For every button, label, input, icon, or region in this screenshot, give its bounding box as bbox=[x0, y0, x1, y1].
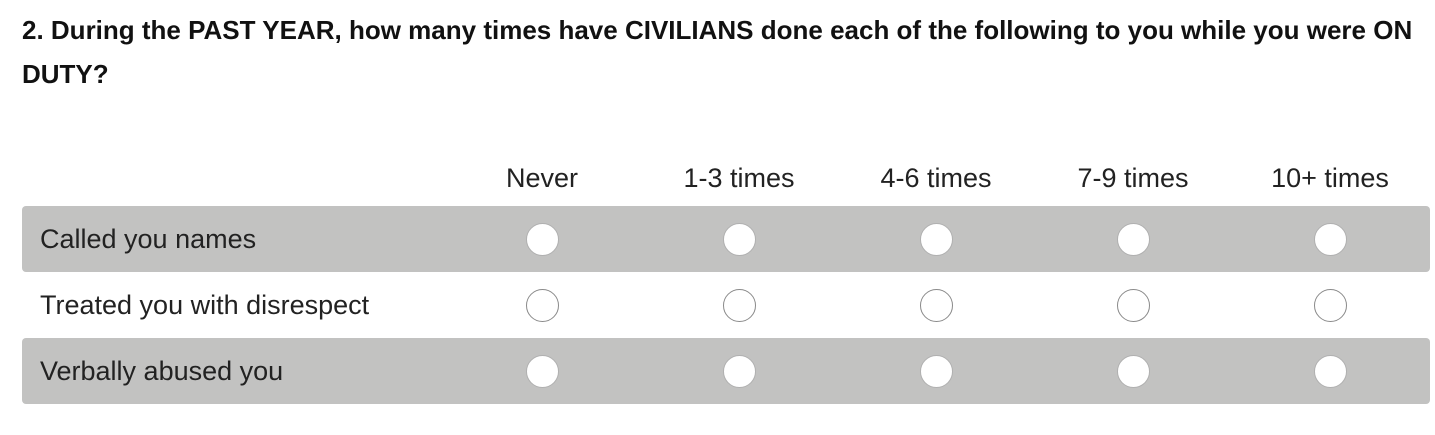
radio-verbally-abused-7-9-times[interactable] bbox=[1116, 354, 1150, 388]
radio-disrespect-1-3-times[interactable] bbox=[722, 288, 756, 322]
column-header-10-plus-times: 10+ times bbox=[1271, 163, 1389, 193]
cell bbox=[641, 272, 837, 338]
matrix-row-called-you-names: Called you names bbox=[22, 206, 1430, 272]
column-header-1-3-times: 1-3 times bbox=[683, 163, 795, 193]
cell bbox=[444, 272, 640, 338]
radio-called-you-names-7-9-times[interactable] bbox=[1116, 222, 1150, 256]
cell bbox=[1035, 272, 1231, 338]
radio-disrespect-7-9-times[interactable] bbox=[1116, 288, 1150, 322]
cell bbox=[641, 338, 837, 404]
cell bbox=[1035, 206, 1231, 272]
column-header-never: Never bbox=[505, 163, 579, 193]
radio-called-you-names-never[interactable] bbox=[525, 222, 559, 256]
cell bbox=[1232, 338, 1428, 404]
cell bbox=[1035, 338, 1231, 404]
cell bbox=[444, 206, 640, 272]
cell bbox=[641, 206, 837, 272]
cell bbox=[1232, 206, 1428, 272]
row-label: Treated you with disrespect bbox=[40, 290, 370, 320]
radio-disrespect-10-plus-times[interactable] bbox=[1313, 288, 1347, 322]
cell bbox=[444, 338, 640, 404]
cell bbox=[838, 338, 1034, 404]
radio-called-you-names-4-6-times[interactable] bbox=[919, 222, 953, 256]
row-label: Called you names bbox=[40, 224, 257, 254]
radio-disrespect-never[interactable] bbox=[525, 288, 559, 322]
radio-verbally-abused-10-plus-times[interactable] bbox=[1313, 354, 1347, 388]
matrix-header-row: Never 1-3 times 4-6 times 7-9 times 10+ … bbox=[22, 150, 1430, 206]
cell bbox=[838, 272, 1034, 338]
radio-called-you-names-10-plus-times[interactable] bbox=[1313, 222, 1347, 256]
radio-verbally-abused-never[interactable] bbox=[525, 354, 559, 388]
radio-called-you-names-1-3-times[interactable] bbox=[722, 222, 756, 256]
matrix-row-treated-you-with-disrespect: Treated you with disrespect bbox=[22, 272, 1430, 338]
matrix-row-verbally-abused-you: Verbally abused you bbox=[22, 338, 1430, 404]
row-label: Verbally abused you bbox=[40, 356, 284, 386]
column-header-4-6-times: 4-6 times bbox=[880, 163, 992, 193]
answer-matrix: Never 1-3 times 4-6 times 7-9 times 10+ … bbox=[22, 150, 1430, 404]
cell bbox=[838, 206, 1034, 272]
column-header-7-9-times: 7-9 times bbox=[1077, 163, 1189, 193]
radio-verbally-abused-1-3-times[interactable] bbox=[722, 354, 756, 388]
radio-disrespect-4-6-times[interactable] bbox=[919, 288, 953, 322]
cell bbox=[1232, 272, 1428, 338]
question-title: 2. During the PAST YEAR, how many times … bbox=[22, 15, 1413, 89]
radio-verbally-abused-4-6-times[interactable] bbox=[919, 354, 953, 388]
